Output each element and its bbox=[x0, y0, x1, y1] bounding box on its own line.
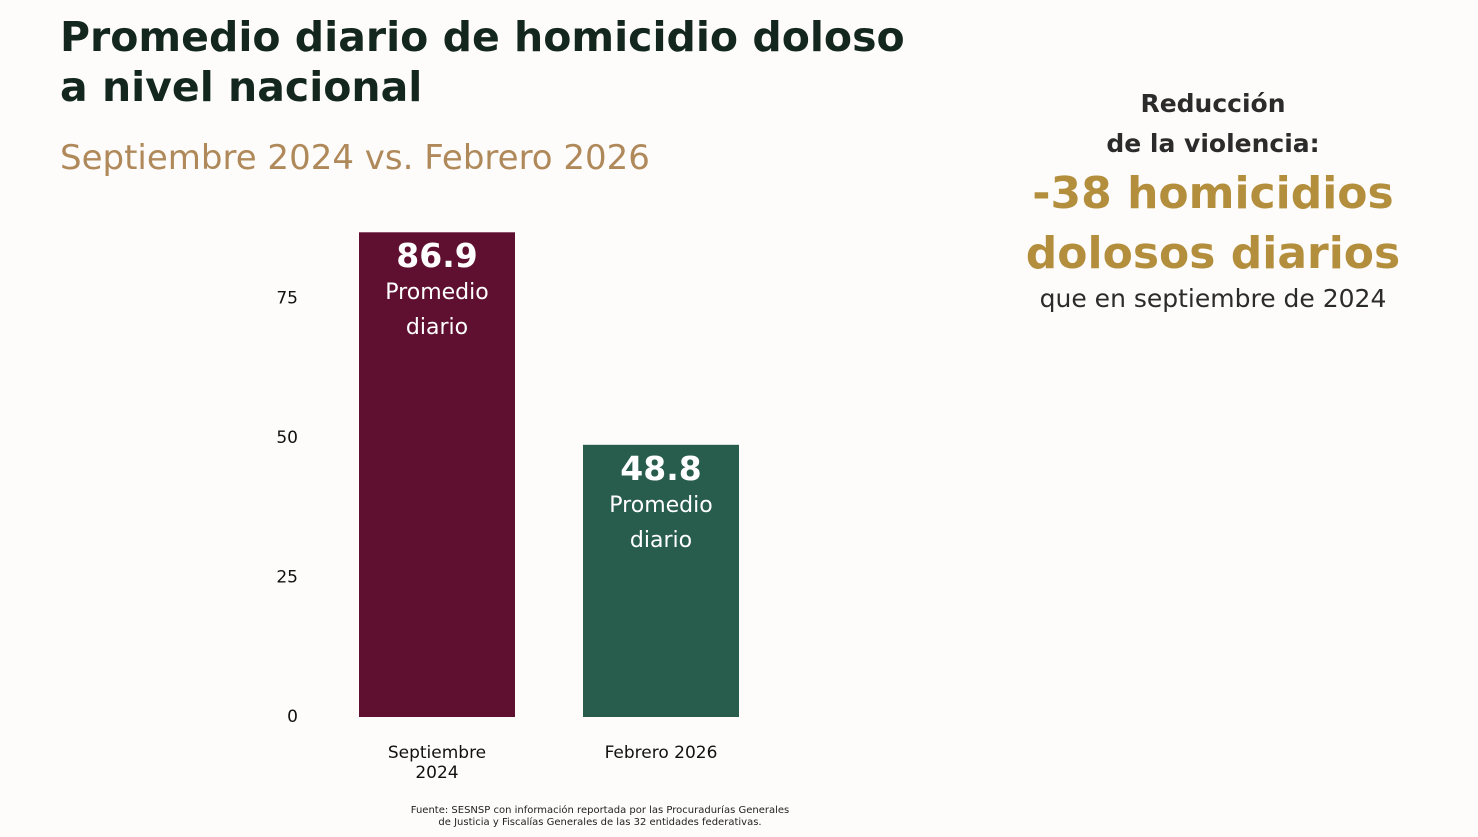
annotation-note: que en septiembre de 2024 bbox=[1039, 284, 1387, 313]
y-tick-label: 0 bbox=[287, 707, 298, 727]
y-tick-label: 25 bbox=[276, 568, 298, 588]
x-tick-label: Febrero 2026 bbox=[604, 743, 718, 763]
data-label: 86.9 bbox=[396, 236, 478, 276]
annotation-heading: Reducción bbox=[1140, 89, 1286, 118]
annotation: Reducción de la violencia: -38 homicidio… bbox=[1000, 84, 1426, 313]
x-tick-label: Septiembre 2024 bbox=[387, 743, 487, 783]
annotation-highlight: dolosos diarios bbox=[1025, 228, 1401, 279]
y-tick-label: 50 bbox=[276, 428, 298, 448]
data-label: 48.8 bbox=[620, 448, 702, 488]
bar bbox=[583, 444, 739, 717]
data-label-text: Promedio diario bbox=[385, 280, 489, 341]
y-tick-label: 75 bbox=[276, 289, 298, 309]
annotation-highlight: -38 homicidios bbox=[1032, 168, 1394, 219]
chart-subtitle: Septiembre 2024 vs. Febrero 2026 bbox=[60, 138, 650, 178]
chart-title: Promedio diario de homicidio doloso a ni… bbox=[60, 13, 905, 111]
source-line: Fuente: SESNSP con información reportada… bbox=[410, 805, 790, 816]
bar bbox=[359, 232, 515, 717]
source-line: de Justicia y Fiscalías Generales de las… bbox=[438, 817, 762, 828]
source: Fuente: SESNSP con información reportada… bbox=[300, 805, 900, 829]
data-label-text: Promedio diario bbox=[609, 492, 713, 553]
annotation-heading: de la violencia: bbox=[1106, 129, 1320, 158]
